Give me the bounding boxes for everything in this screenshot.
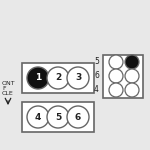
Circle shape: [67, 67, 89, 89]
Text: 3: 3: [75, 74, 81, 82]
Circle shape: [47, 106, 69, 128]
Circle shape: [109, 69, 123, 83]
Text: 2: 2: [55, 74, 61, 82]
Bar: [22, 63, 94, 93]
Text: 5: 5: [94, 57, 99, 66]
Circle shape: [47, 67, 69, 89]
Text: F: F: [2, 86, 6, 91]
Circle shape: [27, 67, 49, 89]
Circle shape: [27, 106, 49, 128]
Text: CLE: CLE: [2, 91, 14, 96]
Text: 5: 5: [55, 112, 61, 122]
Circle shape: [125, 69, 139, 83]
Text: ONT: ONT: [2, 81, 16, 86]
Circle shape: [125, 83, 139, 97]
Circle shape: [109, 55, 123, 69]
Text: 1: 1: [35, 74, 41, 82]
Text: 6: 6: [94, 72, 99, 81]
Circle shape: [125, 55, 139, 69]
Text: 4: 4: [35, 112, 41, 122]
Circle shape: [109, 83, 123, 97]
Circle shape: [67, 106, 89, 128]
Bar: [103, 55, 143, 98]
Text: 4: 4: [94, 85, 99, 94]
Text: 6: 6: [75, 112, 81, 122]
Bar: [22, 102, 94, 132]
